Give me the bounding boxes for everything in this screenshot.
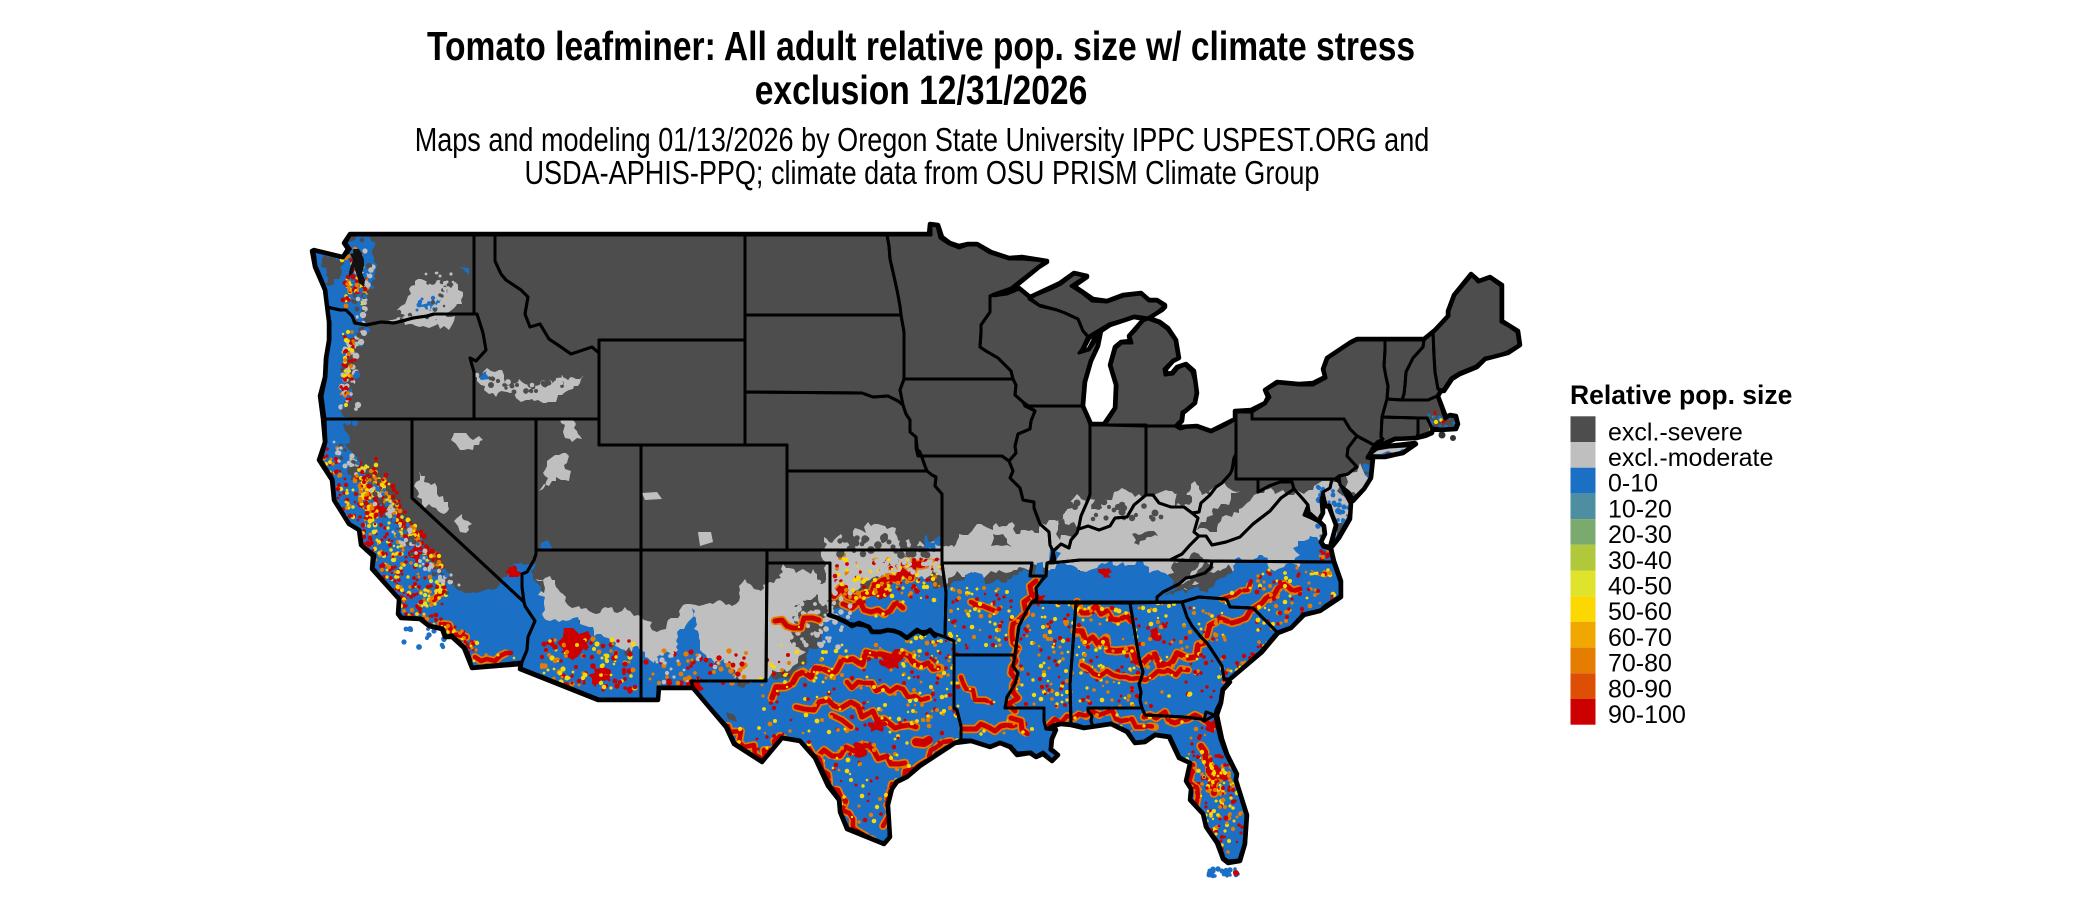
svg-text:excl.-severe: excl.-severe <box>1608 418 1743 446</box>
svg-text:Tomato leafminer: All adult re: Tomato leafminer: All adult relative pop… <box>427 23 1415 69</box>
svg-text:30-40: 30-40 <box>1608 547 1672 575</box>
svg-text:60-70: 60-70 <box>1608 624 1672 652</box>
svg-text:exclusion 12/31/2026: exclusion 12/31/2026 <box>755 67 1088 113</box>
svg-text:USDA-APHIS-PPQ; climate data f: USDA-APHIS-PPQ; climate data from OSU PR… <box>525 156 1320 192</box>
svg-text:10-20: 10-20 <box>1608 495 1672 523</box>
svg-text:50-60: 50-60 <box>1608 598 1672 626</box>
svg-text:90-100: 90-100 <box>1608 701 1686 729</box>
svg-text:0-10: 0-10 <box>1608 470 1658 498</box>
svg-text:70-80: 70-80 <box>1608 650 1672 678</box>
svg-text:20-30: 20-30 <box>1608 521 1672 549</box>
svg-text:Maps and modeling 01/13/2026 b: Maps and modeling 01/13/2026 by Oregon S… <box>415 123 1430 159</box>
svg-text:Relative pop. size: Relative pop. size <box>1570 380 1792 410</box>
svg-text:excl.-moderate: excl.-moderate <box>1608 444 1773 472</box>
svg-text:40-50: 40-50 <box>1608 573 1672 601</box>
svg-text:80-90: 80-90 <box>1608 675 1672 703</box>
